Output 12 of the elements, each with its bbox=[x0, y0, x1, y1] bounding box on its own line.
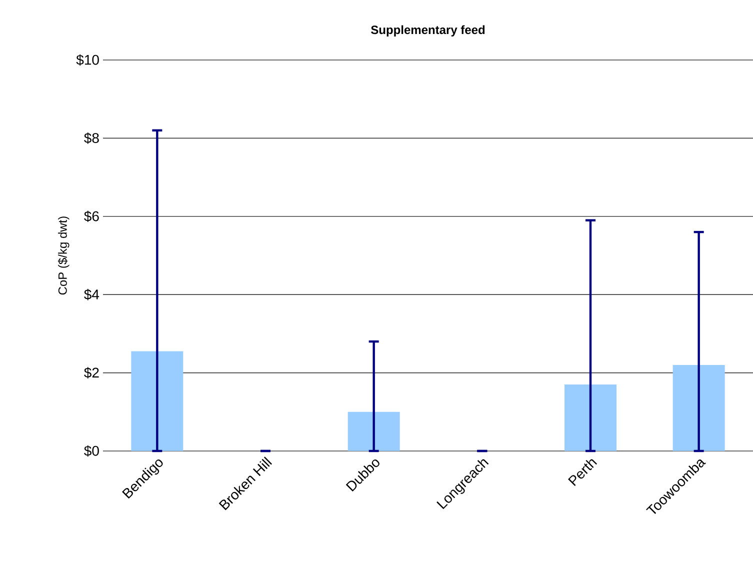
bar bbox=[564, 384, 616, 451]
y-tick-label: $8 bbox=[84, 132, 99, 144]
y-tick-label: $0 bbox=[84, 445, 99, 457]
bar bbox=[131, 351, 184, 451]
y-tick-label: $6 bbox=[84, 210, 99, 222]
y-tick-label: $10 bbox=[76, 54, 99, 66]
bar bbox=[348, 412, 400, 451]
y-tick-label: $4 bbox=[84, 288, 100, 300]
y-axis-title: CoP ($/kg dwt) bbox=[58, 216, 70, 295]
bar bbox=[672, 364, 725, 451]
chart-title: Supplementary feed bbox=[370, 25, 485, 36]
y-tick-label: $2 bbox=[84, 367, 99, 378]
